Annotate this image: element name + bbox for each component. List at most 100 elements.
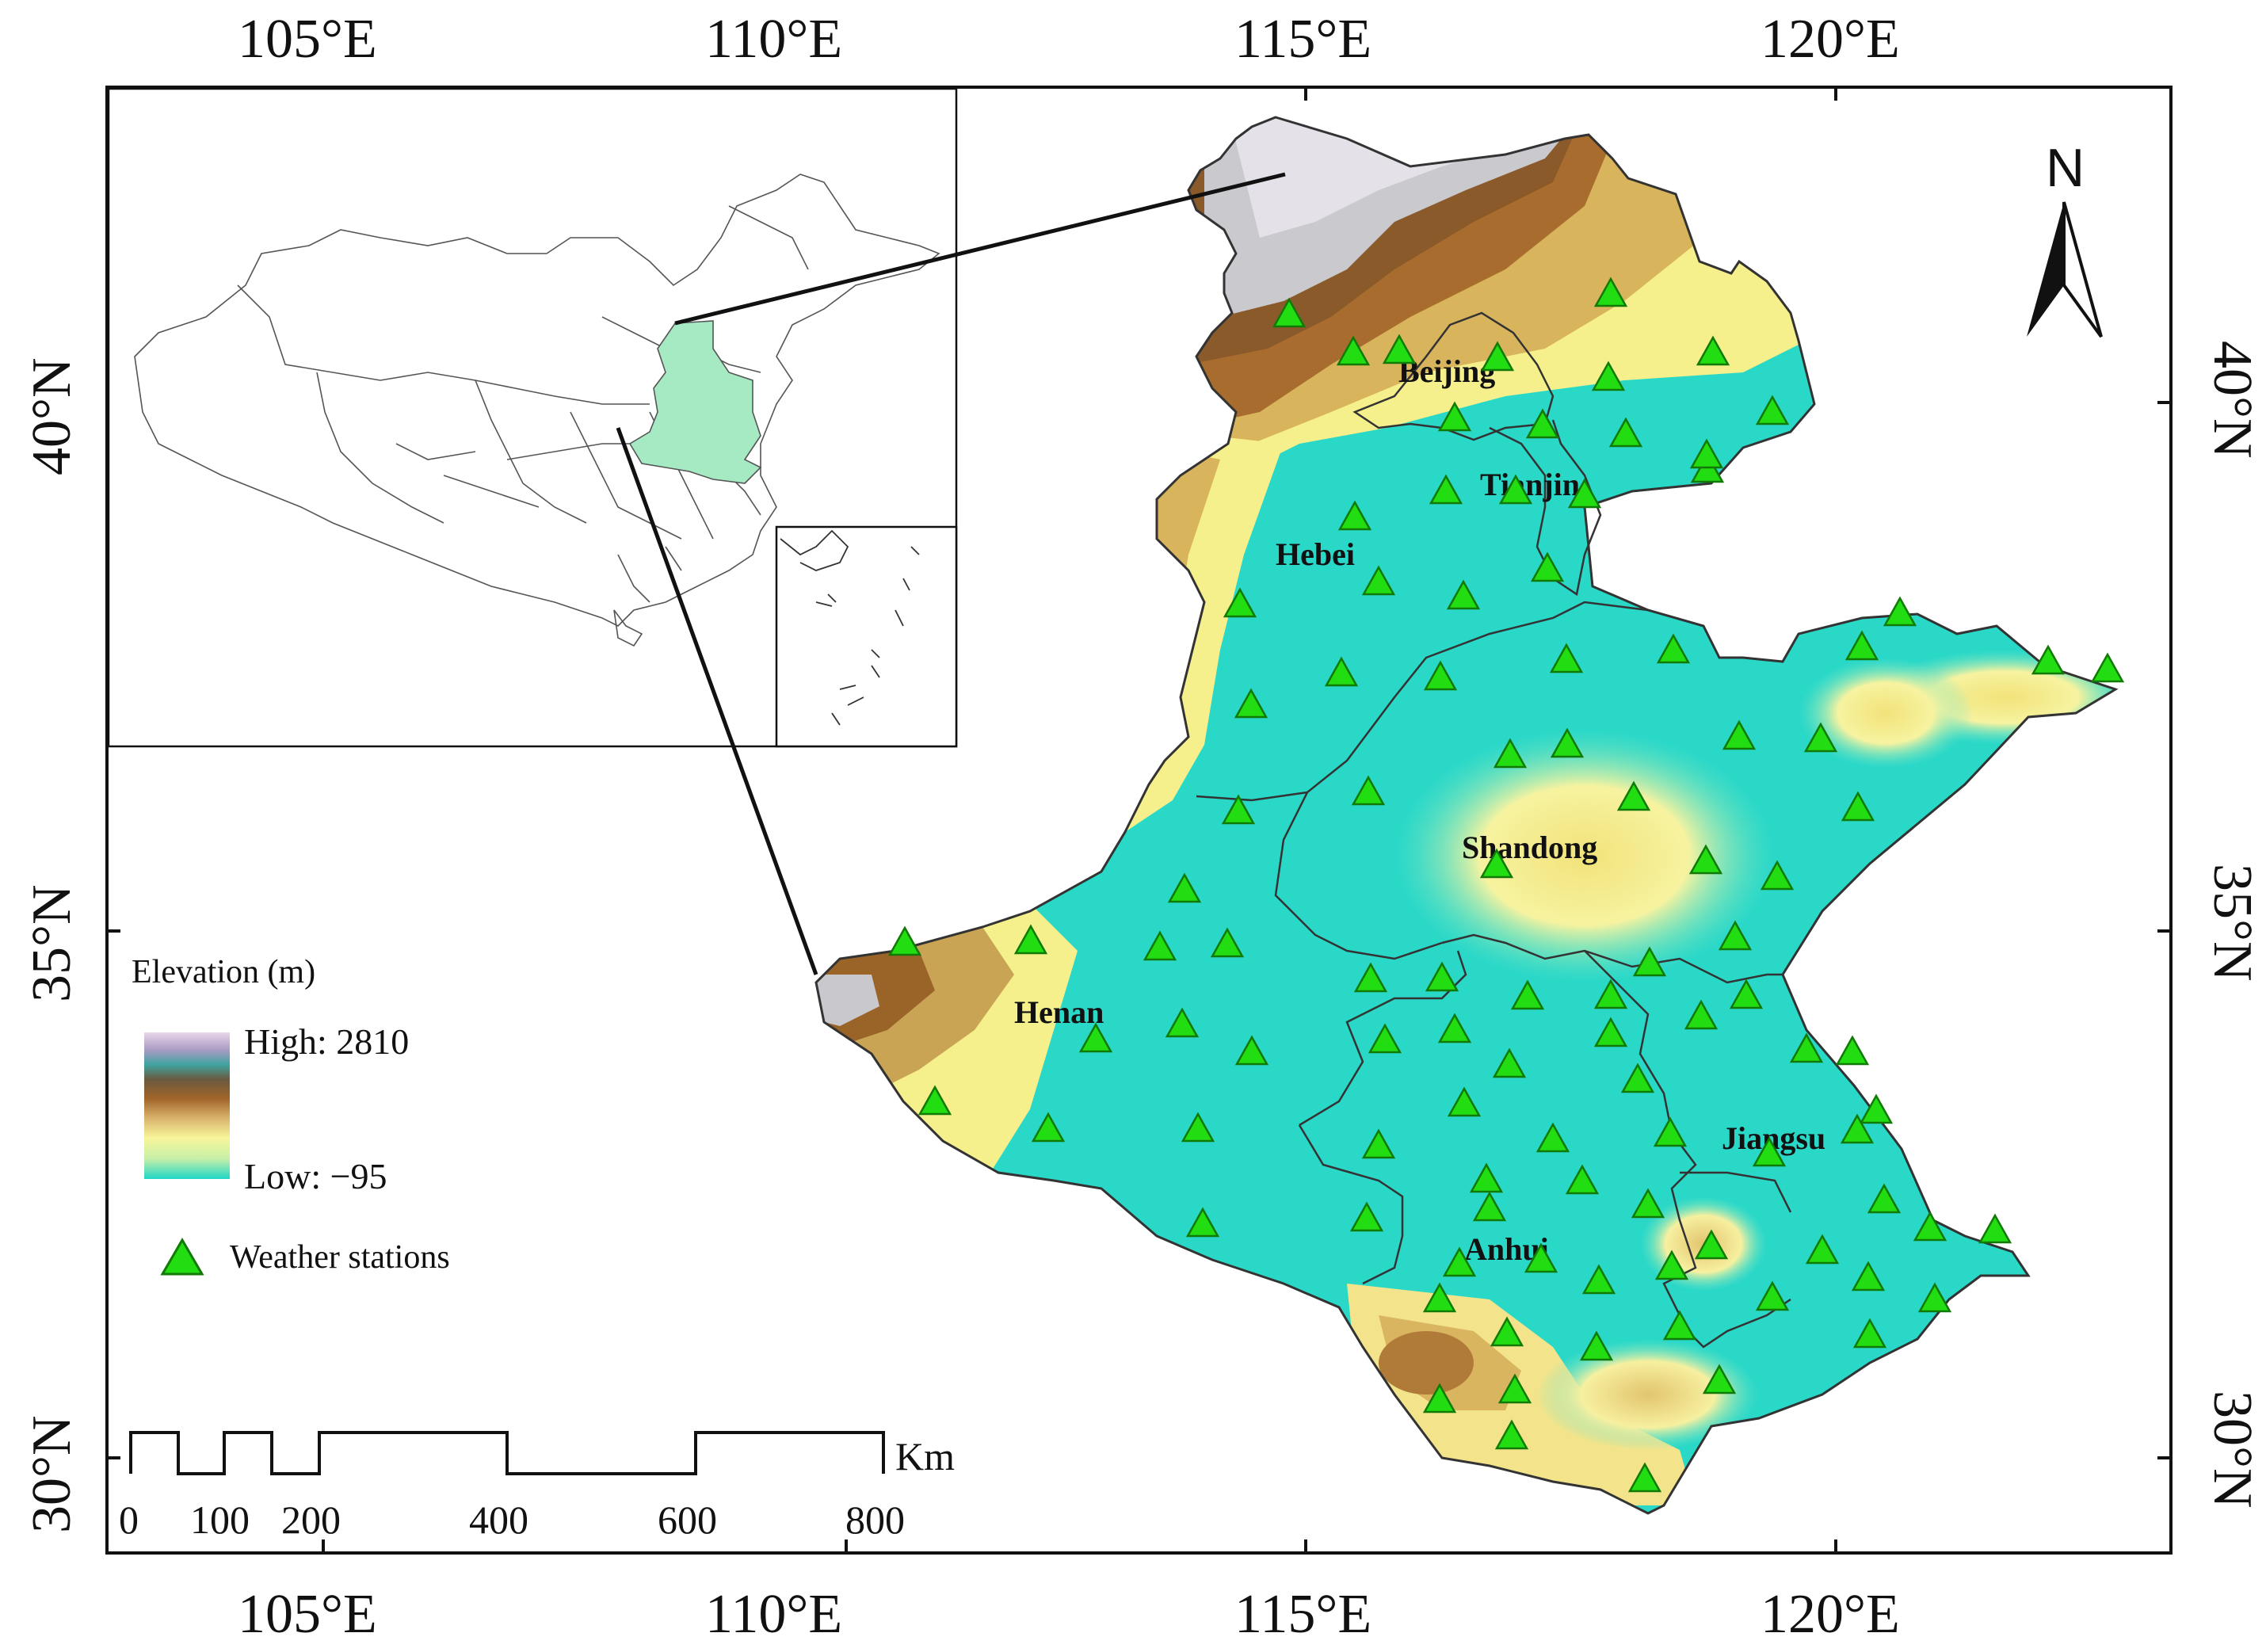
weather-station-marker xyxy=(1422,1282,1457,1313)
weather-station-marker xyxy=(1165,1007,1200,1038)
weather-station-marker xyxy=(1565,1164,1600,1195)
weather-station-marker xyxy=(1835,1035,1870,1066)
weather-station-marker xyxy=(1653,1116,1688,1147)
weather-station-marker xyxy=(1425,961,1459,992)
weather-station-marker xyxy=(1031,1112,1066,1143)
weather-station-marker xyxy=(1805,1234,1840,1265)
weather-station-marker xyxy=(1579,1330,1614,1361)
weather-station-marker xyxy=(1524,1242,1558,1273)
weather-station-marker xyxy=(1883,596,1917,627)
weather-station-marker xyxy=(1591,361,1626,391)
weather-station-marker xyxy=(1852,1318,1887,1349)
weather-station-marker xyxy=(1221,794,1256,825)
map-frame xyxy=(105,86,2173,1555)
weather-station-marker xyxy=(1631,1188,1665,1219)
weather-station-marker xyxy=(1223,587,1257,618)
lon-label-bottom-120: 120°E xyxy=(1761,1584,1900,1645)
weather-station-marker xyxy=(1752,1136,1787,1167)
weather-station-marker xyxy=(1442,1246,1477,1277)
weather-station-marker xyxy=(1803,722,1838,753)
weather-station-marker xyxy=(1722,719,1757,750)
weather-station-marker xyxy=(1382,334,1417,364)
weather-station-marker xyxy=(1351,775,1386,806)
weather-station-marker xyxy=(1581,1264,1616,1295)
study-area-outline xyxy=(814,116,2119,1515)
weather-station-marker xyxy=(1684,999,1719,1030)
weather-station-marker xyxy=(917,1085,952,1116)
weather-station-marker xyxy=(1616,780,1651,811)
weather-station-marker xyxy=(1423,660,1458,691)
weather-station-marker xyxy=(1662,1310,1697,1341)
weather-station-marker xyxy=(1917,1282,1952,1313)
weather-station-marker xyxy=(1867,1183,1902,1214)
weather-station-marker xyxy=(1760,860,1795,891)
lat-label-right-35: 35°N xyxy=(2202,864,2263,982)
weather-station-marker xyxy=(1167,872,1202,903)
north-arrow: N xyxy=(2027,138,2103,338)
weather-station-marker xyxy=(1608,417,1643,448)
weather-station-marker xyxy=(1789,1032,1824,1063)
inset-map xyxy=(107,87,958,748)
legend-low-label: Low: −95 xyxy=(244,1156,387,1196)
weather-station-marker xyxy=(1446,579,1481,610)
weather-station-marker xyxy=(1656,633,1691,664)
weather-station-marker xyxy=(1494,1419,1529,1450)
weather-station-marker xyxy=(1361,1128,1396,1159)
legend-station-icon xyxy=(160,1238,204,1276)
zoom-connector-bottom xyxy=(616,427,818,975)
weather-station-marker xyxy=(1368,1023,1402,1054)
weather-stations xyxy=(887,277,2125,1493)
lat-label-right-40: 40°N xyxy=(2202,341,2263,459)
weather-station-marker xyxy=(1696,335,1730,366)
weather-station-marker xyxy=(1078,1022,1113,1053)
weather-station-marker xyxy=(1627,1462,1662,1493)
province-label-shandong: Shandong xyxy=(1462,830,1597,865)
weather-station-marker xyxy=(1493,738,1528,769)
weather-station-marker xyxy=(1859,1093,1894,1124)
weather-station-marker xyxy=(887,925,922,956)
weather-station-marker xyxy=(1593,1017,1628,1047)
weather-station-marker xyxy=(1490,1316,1524,1347)
weather-station-marker xyxy=(1702,1364,1737,1394)
weather-station-marker xyxy=(1181,1112,1215,1143)
weather-station-marker xyxy=(1844,630,1879,661)
weather-station-marker xyxy=(1429,474,1463,505)
elevation-colorbar xyxy=(144,1032,230,1179)
legend-high-label: High: 2810 xyxy=(244,1021,409,1062)
weather-station-marker xyxy=(1689,438,1724,469)
weather-station-marker xyxy=(1535,1122,1570,1153)
weather-station-marker xyxy=(1718,920,1753,951)
weather-station-marker xyxy=(1510,979,1545,1010)
weather-station-marker xyxy=(1978,1213,2012,1244)
scale-bar: 0 100 200 400 600 800 Km xyxy=(119,1431,955,1542)
scale-tick-0: 0 xyxy=(119,1497,139,1542)
weather-station-marker xyxy=(2031,644,2066,675)
weather-station-marker xyxy=(1840,1113,1875,1144)
lat-label-left-30: 30°N xyxy=(21,1415,82,1533)
scale-tick-800: 800 xyxy=(845,1497,905,1542)
weather-station-marker xyxy=(1349,1201,1384,1232)
lat-label-left-40: 40°N xyxy=(21,357,82,475)
weather-station-marker xyxy=(1013,924,1048,955)
weather-station-marker xyxy=(1851,1261,1886,1291)
weather-station-marker xyxy=(1143,930,1177,961)
province-label-tianjin: Tianjin xyxy=(1480,467,1580,502)
scale-tick-200: 200 xyxy=(281,1497,341,1542)
lon-label-top-110: 110°E xyxy=(705,9,842,70)
weather-station-marker xyxy=(1593,979,1628,1009)
scale-unit: Km xyxy=(895,1434,955,1478)
weather-station-marker xyxy=(1530,551,1565,582)
weather-station-marker xyxy=(1913,1211,1947,1242)
weather-station-marker xyxy=(1437,1013,1472,1043)
weather-station-marker xyxy=(1550,727,1585,758)
lon-label-top-115: 115°E xyxy=(1234,9,1371,70)
elevation-map xyxy=(816,117,2115,1513)
weather-station-marker xyxy=(1469,1162,1504,1193)
lat-label-right-30: 30°N xyxy=(2202,1391,2263,1509)
lon-label-bottom-115: 115°E xyxy=(1234,1584,1371,1645)
scale-tick-600: 600 xyxy=(658,1497,717,1542)
weather-station-marker xyxy=(1210,927,1245,958)
weather-station-marker xyxy=(1361,565,1396,596)
weather-station-marker xyxy=(1688,844,1723,875)
